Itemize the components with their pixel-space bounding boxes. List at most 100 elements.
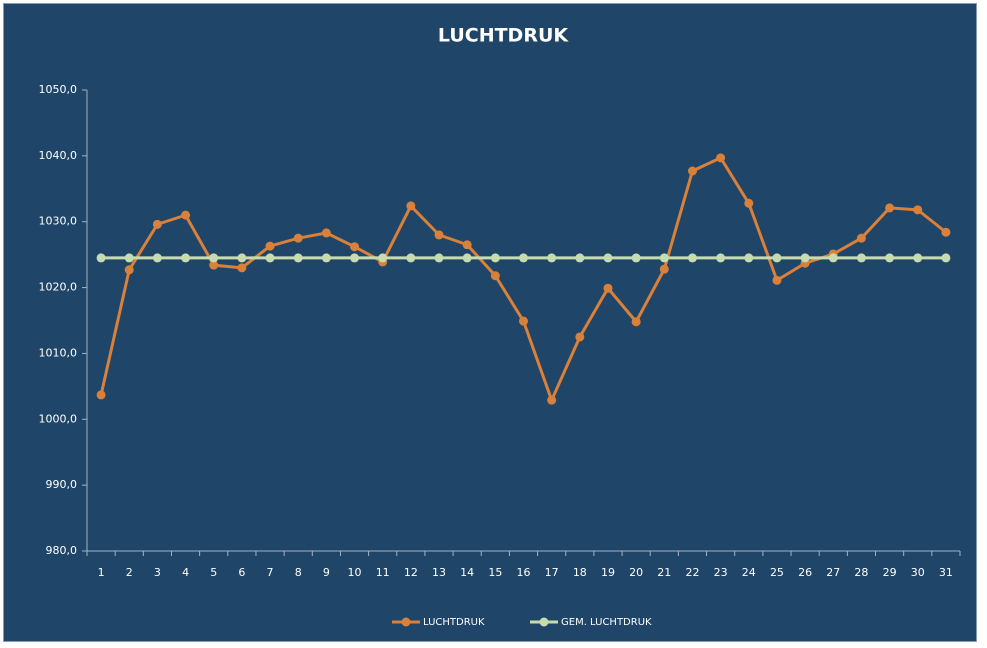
data-point (350, 253, 360, 263)
x-tick-label: 19 (601, 566, 615, 579)
y-tick-label: 1020,0 (39, 281, 78, 294)
x-tick-label: 7 (267, 566, 274, 579)
data-point (716, 253, 726, 263)
x-tick-label: 20 (629, 566, 643, 579)
data-point (321, 253, 331, 263)
x-tick-label: 25 (770, 566, 784, 579)
data-point (659, 253, 669, 263)
x-tick-label: 31 (939, 566, 953, 579)
data-point (321, 228, 331, 238)
data-point (237, 263, 247, 273)
x-tick-label: 15 (488, 566, 502, 579)
data-point (350, 242, 360, 252)
data-point (603, 253, 613, 263)
data-point (603, 283, 613, 293)
x-tick-label: 11 (376, 566, 390, 579)
data-point (434, 230, 444, 240)
x-tick-label: 29 (883, 566, 897, 579)
data-point (265, 241, 275, 251)
x-tick-label: 23 (714, 566, 728, 579)
y-tick-label: 1050,0 (39, 83, 78, 96)
data-point (293, 233, 303, 243)
x-tick-label: 6 (238, 566, 245, 579)
x-tick-label: 30 (911, 566, 925, 579)
data-point (152, 219, 162, 229)
x-tick-label: 27 (826, 566, 840, 579)
data-point (744, 253, 754, 263)
x-tick-label: 14 (460, 566, 474, 579)
x-tick-label: 13 (432, 566, 446, 579)
y-tick-label: 1000,0 (39, 412, 78, 425)
x-tick-label: 3 (154, 566, 161, 579)
data-point (913, 253, 923, 263)
data-point (406, 253, 416, 263)
data-point (659, 264, 669, 274)
y-tick-label: 990,0 (46, 478, 78, 491)
data-point (490, 271, 500, 281)
legend-label: LUCHTDRUK (423, 617, 485, 628)
y-tick-label: 1030,0 (39, 215, 78, 228)
data-point (265, 253, 275, 263)
chart-background (3, 3, 977, 642)
x-tick-label: 21 (657, 566, 671, 579)
data-point (828, 253, 838, 263)
data-point (490, 253, 500, 263)
y-tick-label: 1010,0 (39, 346, 78, 359)
chart-title: LUCHTDRUK (438, 25, 569, 47)
data-point (687, 166, 697, 176)
data-point (237, 253, 247, 263)
data-point (575, 253, 585, 263)
x-tick-label: 26 (798, 566, 812, 579)
data-point (716, 153, 726, 163)
y-tick-label: 1040,0 (39, 149, 78, 162)
legend-marker (539, 617, 549, 627)
x-tick-label: 5 (210, 566, 217, 579)
data-point (124, 253, 134, 263)
data-point (519, 253, 528, 263)
x-tick-label: 4 (182, 566, 189, 579)
data-point (631, 317, 641, 327)
data-point (744, 198, 754, 208)
data-point (181, 253, 191, 263)
data-point (209, 260, 219, 270)
x-tick-label: 1 (98, 566, 105, 579)
data-point (687, 253, 697, 263)
data-point (575, 332, 585, 342)
data-point (462, 253, 472, 263)
data-point (800, 253, 810, 263)
y-tick-label: 980,0 (46, 544, 78, 557)
x-tick-label: 22 (685, 566, 699, 579)
data-point (913, 205, 923, 215)
data-point (885, 253, 895, 263)
data-point (124, 265, 134, 275)
data-point (181, 210, 191, 220)
data-point (96, 390, 106, 400)
x-tick-label: 24 (742, 566, 756, 579)
x-tick-label: 12 (404, 566, 418, 579)
data-point (152, 253, 162, 263)
data-point (856, 253, 866, 263)
data-point (209, 253, 219, 263)
data-point (547, 253, 557, 263)
data-point (631, 253, 641, 263)
x-tick-label: 18 (573, 566, 587, 579)
x-tick-label: 10 (348, 566, 362, 579)
data-point (293, 253, 303, 263)
data-point (406, 201, 416, 211)
x-tick-label: 16 (517, 566, 531, 579)
data-point (856, 233, 866, 243)
x-tick-label: 17 (545, 566, 559, 579)
x-tick-label: 28 (854, 566, 868, 579)
legend-label: GEM. LUCHTDRUK (561, 617, 652, 628)
data-point (772, 275, 782, 285)
data-point (434, 253, 444, 263)
data-point (519, 316, 528, 326)
data-point (772, 253, 782, 263)
x-tick-label: 2 (126, 566, 133, 579)
legend-marker (401, 617, 411, 627)
data-point (941, 253, 951, 263)
data-point (885, 203, 895, 213)
x-tick-label: 9 (323, 566, 330, 579)
